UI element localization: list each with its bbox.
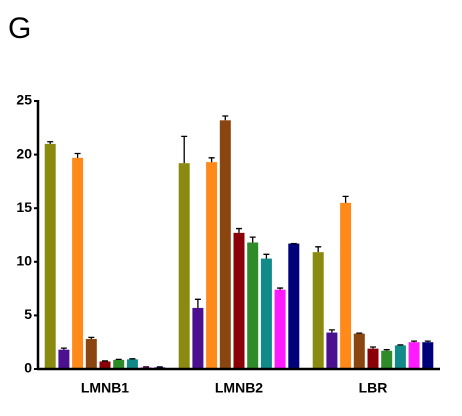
error-bar [194, 298, 201, 308]
error-bar [277, 287, 284, 290]
error-bar [143, 366, 150, 368]
bar [44, 143, 56, 369]
error-bar [249, 236, 256, 243]
y-tick-label: 0 [24, 360, 32, 376]
bar [126, 359, 138, 369]
bar [206, 162, 218, 369]
error-bar [328, 329, 335, 333]
bar [274, 289, 286, 369]
bar [85, 338, 97, 369]
bar [288, 243, 300, 369]
error-bar [342, 195, 349, 203]
error-bar [411, 340, 418, 343]
bar [58, 349, 70, 369]
bar [260, 258, 272, 369]
bar [422, 342, 434, 369]
bar [219, 120, 231, 370]
error-bar [208, 157, 215, 163]
error-bar [88, 336, 95, 339]
y-tick-label: 10 [16, 253, 32, 269]
bar [99, 361, 111, 369]
x-tick-label: LBR [359, 380, 388, 396]
error-bar [102, 360, 108, 362]
error-bar [370, 346, 376, 349]
bar [408, 342, 420, 369]
error-bar [47, 141, 54, 144]
bar [247, 242, 259, 369]
error-bar [315, 246, 322, 253]
error-bar [115, 358, 122, 361]
bar [72, 157, 84, 369]
error-bar [181, 135, 188, 164]
bar [381, 350, 393, 369]
error-bar [263, 253, 270, 259]
error-bar [397, 344, 404, 346]
error-bar [156, 366, 163, 368]
bar [340, 202, 352, 369]
error-bar [60, 347, 67, 350]
x-tick-label: LMNB1 [81, 380, 129, 396]
bar [113, 359, 125, 369]
error-bar [236, 227, 242, 233]
error-bar [424, 340, 431, 343]
bar [326, 332, 338, 369]
bar [367, 348, 379, 369]
y-tick-label: 15 [16, 199, 32, 215]
y-tick-label: 25 [16, 92, 32, 108]
bar [312, 252, 324, 369]
bar [178, 163, 190, 369]
bar [353, 333, 365, 369]
error-bar [356, 332, 363, 334]
error-bar [222, 115, 229, 121]
bar [394, 345, 406, 369]
y-tick-label: 20 [16, 145, 32, 161]
bar [233, 232, 245, 369]
error-bar [383, 349, 390, 351]
error-bar [129, 358, 136, 360]
error-bar [74, 152, 81, 158]
y-tick-label: 5 [24, 306, 32, 322]
panel-label: G [8, 12, 31, 45]
x-tick-label: LMNB2 [215, 380, 263, 396]
bar [192, 307, 204, 369]
